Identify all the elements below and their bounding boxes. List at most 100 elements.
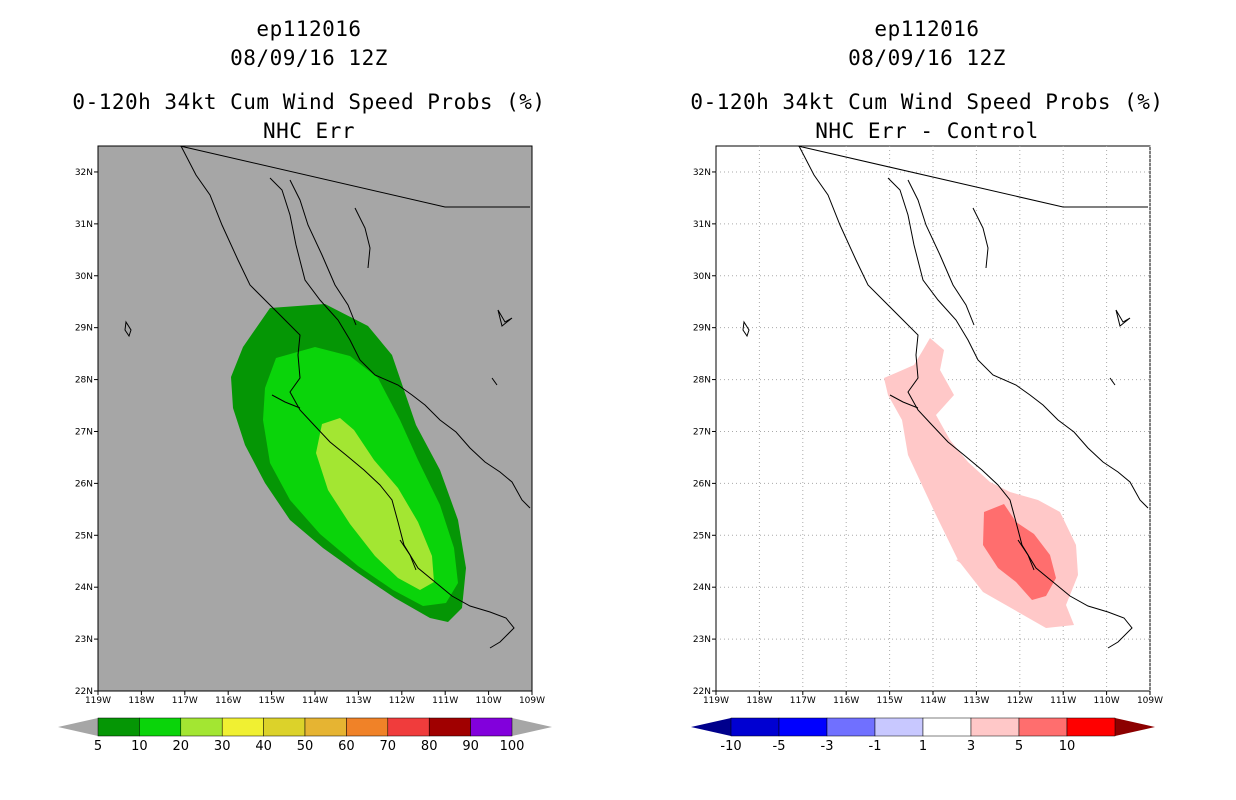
colorbar-label: 100 — [500, 739, 525, 754]
colorbar-label: -3 — [821, 739, 834, 754]
colorbar-swatch — [874, 717, 924, 737]
colorbar-swatch — [428, 717, 471, 737]
lon-label: 113W — [345, 696, 371, 706]
colorbar-label: 5 — [1015, 739, 1023, 754]
product-title: 0-120h 34kt Cum Wind Speed Probs (%) — [690, 90, 1164, 114]
product-title: 0-120h 34kt Cum Wind Speed Probs (%) — [72, 90, 546, 114]
lon-label: 118W — [128, 696, 154, 706]
colorbar-nhc-err-minus-control: -10 -5 -3 -1 1 3 5 10 — [691, 717, 1155, 754]
lon-label: 112W — [389, 696, 415, 706]
colorbar-over-triangle — [512, 718, 552, 736]
colorbar-nhc-err: 5 10 20 30 40 50 60 70 80 90 100 — [58, 717, 552, 754]
colorbar-swatch — [970, 717, 1020, 737]
storm-id: ep112016 — [256, 17, 362, 41]
colorbar-swatch — [97, 717, 140, 737]
lon-label: 117W — [790, 696, 816, 706]
panel-nhc-err: ep112016 08/09/16 12Z 0-120h 34kt Cum Wi… — [58, 17, 552, 754]
lat-label: 31N — [693, 220, 711, 230]
lat-label: 23N — [693, 635, 711, 645]
colorbar-swatch — [1018, 717, 1068, 737]
lon-label: 119W — [85, 696, 111, 706]
lon-label: 116W — [215, 696, 241, 706]
lat-label: 28N — [693, 376, 711, 386]
lat-label: 22N — [693, 687, 711, 697]
lat-label: 23N — [75, 635, 93, 645]
colorbar-swatch — [346, 717, 389, 737]
lat-label: 29N — [693, 324, 711, 334]
contour-fills — [884, 338, 1078, 628]
lat-label: 29N — [75, 324, 93, 334]
colorbar-under-triangle — [58, 718, 98, 736]
lon-label: 116W — [833, 696, 859, 706]
colorbar-label: 1 — [919, 739, 927, 754]
colorbar-label: -1 — [869, 739, 882, 754]
colorbar-label: -10 — [720, 739, 741, 754]
colorbar-label: 80 — [421, 739, 438, 754]
lon-label: 110W — [476, 696, 502, 706]
panel-subtitle: NHC Err — [262, 119, 355, 143]
gridlines — [716, 146, 1151, 691]
lon-label: 115W — [877, 696, 903, 706]
colorbar-label: 40 — [255, 739, 272, 754]
colorbar-swatch — [826, 717, 876, 737]
colorbar-swatch — [730, 717, 780, 737]
panel-nhc-err-minus-control: ep112016 08/09/16 12Z 0-120h 34kt Cum Wi… — [618, 0, 1236, 800]
lon-label: 114W — [920, 696, 946, 706]
colorbar-swatch — [1066, 717, 1116, 737]
colorbar-label: 90 — [462, 739, 479, 754]
lon-label: 110W — [1094, 696, 1120, 706]
lat-label: 24N — [693, 583, 711, 593]
lon-label: 111W — [1050, 696, 1076, 706]
lon-label: 117W — [172, 696, 198, 706]
lat-label: 27N — [693, 427, 711, 437]
colorbar-label: 10 — [1059, 739, 1076, 754]
lon-label: 114W — [302, 696, 328, 706]
ticks-left: 22N 23N 24N 25N 26N 27N 28N 29N 30N 31N 32N 119W 11… — [75, 168, 545, 706]
lat-label: 25N — [693, 531, 711, 541]
colorbar-swatch — [263, 717, 306, 737]
storm-id: ep112016 — [874, 17, 980, 41]
lon-label: 111W — [432, 696, 458, 706]
colorbar-label: 10 — [131, 739, 148, 754]
lat-label: 32N — [693, 168, 711, 178]
colorbar-label: 70 — [380, 739, 397, 754]
lat-label: 30N — [75, 272, 93, 282]
lat-label: 32N — [75, 168, 93, 178]
coastline — [124, 145, 531, 649]
colorbar-over-triangle — [1115, 718, 1155, 736]
colorbar-label: 60 — [338, 739, 355, 754]
lon-label: 115W — [259, 696, 285, 706]
lat-label: 26N — [693, 479, 711, 489]
lat-label: 27N — [75, 427, 93, 437]
colorbar-label: 30 — [214, 739, 231, 754]
colorbar-swatch — [139, 717, 182, 737]
lat-label: 30N — [693, 272, 711, 282]
colorbar-label: 5 — [94, 739, 102, 754]
colorbar-label: -5 — [773, 739, 786, 754]
colorbar-label: 50 — [297, 739, 314, 754]
colorbar-label: 20 — [173, 739, 190, 754]
lat-label: 28N — [75, 376, 93, 386]
lon-label: 113W — [963, 696, 989, 706]
colorbar-swatch — [922, 717, 972, 737]
colorbar-swatch — [221, 717, 264, 737]
contour-3pct — [983, 504, 1056, 600]
lon-label: 112W — [1007, 696, 1033, 706]
panel-subtitle: NHC Err - Control — [815, 119, 1039, 143]
lon-label: 119W — [703, 696, 729, 706]
colorbar-swatch — [387, 717, 430, 737]
colorbar-swatch — [778, 717, 828, 737]
colorbar-swatch — [304, 717, 347, 737]
lon-label: 109W — [519, 696, 545, 706]
lat-label: 31N — [75, 220, 93, 230]
lon-label: 118W — [746, 696, 772, 706]
colorbar-swatch — [180, 717, 223, 737]
lat-label: 24N — [75, 583, 93, 593]
ticks-right: 22N 23N 24N 25N 26N 27N 28N 29N 30N 31N 32N 119W 11… — [693, 168, 1163, 706]
colorbar-label: 3 — [967, 739, 975, 754]
lat-label: 25N — [75, 531, 93, 541]
colorbar-swatch — [470, 717, 513, 737]
map-left: 22N 23N 24N 25N 26N 27N 28N 29N 30N 31N 32N 119W 11… — [58, 145, 552, 754]
lat-label: 26N — [75, 479, 93, 489]
